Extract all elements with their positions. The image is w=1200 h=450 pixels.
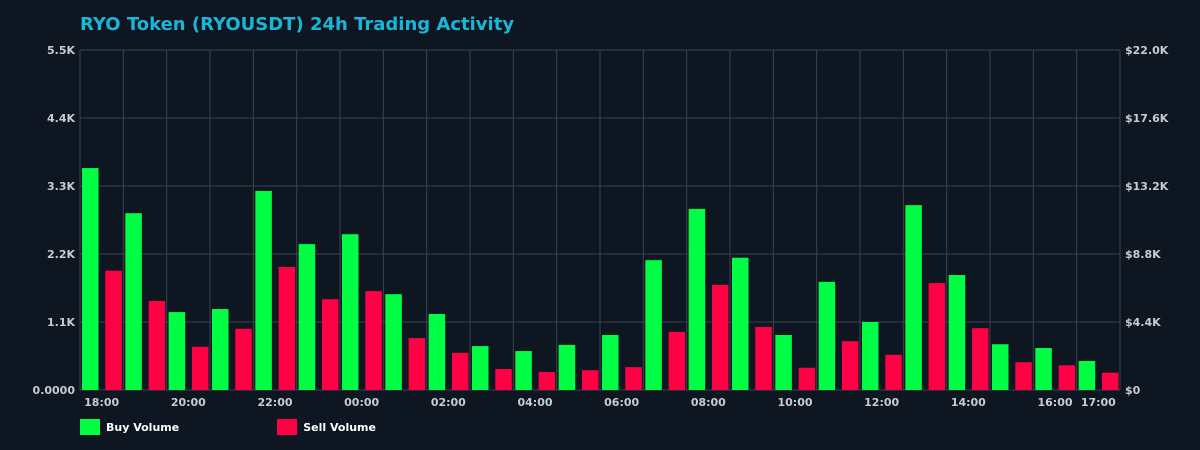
buy-bar [862,322,879,390]
y2-tick-label: $22.0K [1125,44,1169,57]
bars [82,168,1119,390]
buy-bar [255,190,272,390]
buy-bar [212,309,229,390]
sell-bar [668,331,686,390]
sell-bar [235,328,252,390]
legend-label-buy: Buy Volume [106,420,180,434]
sell-bar [885,354,902,390]
buy-bar [125,213,142,390]
y-tick-label: 3.3K [47,180,75,193]
x-tick-label: 16:00 [1037,396,1072,409]
x-tick-label: 08:00 [691,396,726,409]
buy-bar [775,334,792,390]
y-tick-label: 5.5K [47,44,75,57]
sell-bar [581,370,599,390]
sell-bar [538,372,556,390]
y2-tick-label: $8.8K [1125,248,1161,261]
x-tick-label: 18:00 [84,396,119,409]
x-tick-label: 12:00 [864,396,899,409]
y2-tick-label: $13.2K [1125,180,1169,193]
sell-bar [191,346,209,390]
y2-tick-label: $0 [1125,384,1141,397]
y-axis-right: $0 $4.4K $8.8K $13.2K $17.6K $22.0K [1125,44,1169,397]
chart-title: RYO Token (RYOUSDT) 24h Trading Activity [80,14,515,35]
y-tick-label: 4.4K [47,112,75,125]
sell-bar [971,328,989,390]
y-tick-label: 1.1K [47,316,75,329]
sell-bar [625,367,642,390]
buy-bar [472,346,489,390]
buy-bar [82,168,99,390]
y2-tick-label: $4.4K [1125,316,1161,329]
buy-bar [1035,347,1052,390]
legend-item-sell[interactable]: Sell Volume [277,419,376,435]
y-tick-label: 2.2K [47,248,75,261]
x-tick-label: 04:00 [517,396,552,409]
legend: Buy Volume Sell Volume [80,419,398,435]
sell-bar [495,368,512,390]
buy-bar [992,344,1009,390]
x-tick-label: 06:00 [604,396,639,409]
sell-bar [278,266,296,390]
sell-bar [451,352,469,390]
buy-bar [818,281,836,390]
buy-bar [905,205,922,390]
buy-bar [732,257,749,390]
sell-bar [798,367,816,390]
buy-bar [645,260,662,390]
x-axis: 18:00 20:00 22:00 00:00 02:00 04:00 06:00 08:00… [84,396,1116,409]
buy-bar [515,351,532,390]
x-tick-label: 22:00 [257,396,292,409]
sell-bar [1101,372,1119,390]
sell-bar [1015,362,1032,390]
legend-item-buy[interactable]: Buy Volume [80,419,179,435]
sell-bar [711,284,729,390]
sell-bar [841,341,859,390]
buy-bar [385,294,402,390]
sell-bar [755,326,772,390]
buy-bar [1078,360,1096,390]
sell-bar [408,338,426,390]
y-axis-left: 0.0000 1.1K 2.2K 3.3K 4.4K 5.5K [33,44,76,397]
sell-bar [365,291,382,390]
buy-bar [168,312,186,390]
x-tick-label: 00:00 [344,396,379,409]
grid-lines [79,49,1121,391]
sell-bar [105,270,122,390]
y-tick-label: 0.0000 [33,384,76,397]
x-tick-label: 20:00 [171,396,206,409]
sell-bar [928,283,946,390]
legend-label-sell: Sell Volume [303,420,376,434]
sell-bar [148,300,166,390]
x-tick-label: 02:00 [431,396,466,409]
buy-bar [298,244,316,390]
buy-bar [602,334,619,390]
buy-bar [688,208,706,390]
sell-swatch-icon [277,419,298,435]
sell-bar [321,299,339,390]
sell-bar [1058,365,1076,390]
x-tick-label: 10:00 [777,396,812,409]
buy-bar [342,234,359,390]
x-tick-label: 17:00 [1081,396,1116,409]
buy-bar [558,344,576,390]
buy-bar [428,313,446,390]
buy-bar [948,275,966,390]
buy-swatch-icon [80,419,100,435]
x-tick-label: 14:00 [951,396,986,409]
y2-tick-label: $17.6K [1125,112,1169,125]
